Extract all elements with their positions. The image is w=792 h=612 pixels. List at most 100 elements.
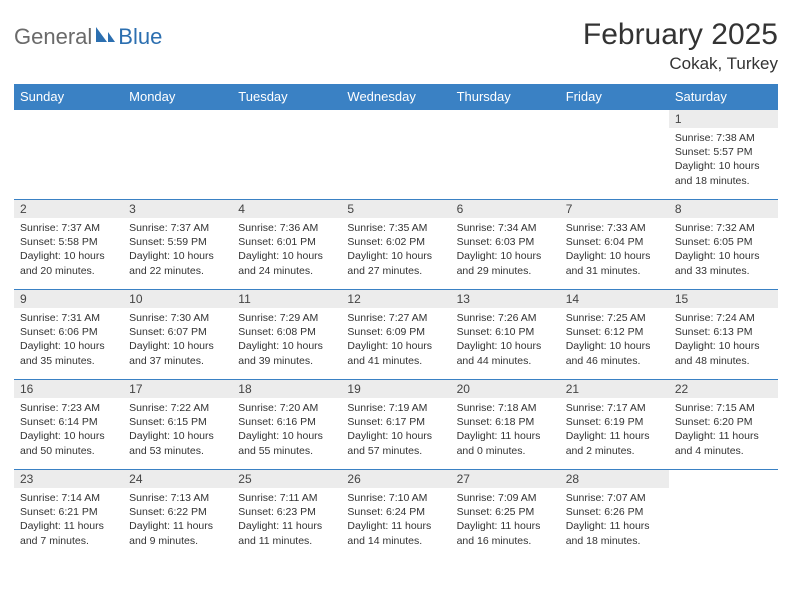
- daylight-text: Daylight: 10 hours and 57 minutes.: [347, 429, 444, 457]
- calendar-day-cell: 10Sunrise: 7:30 AMSunset: 6:07 PMDayligh…: [123, 290, 232, 380]
- sunset-text: Sunset: 6:04 PM: [566, 235, 663, 249]
- sunrise-text: Sunrise: 7:24 AM: [675, 311, 772, 325]
- day-number: 8: [669, 200, 778, 218]
- calendar-day-cell: 23Sunrise: 7:14 AMSunset: 6:21 PMDayligh…: [14, 470, 123, 560]
- weekday-header: Friday: [560, 84, 669, 110]
- sunrise-text: Sunrise: 7:31 AM: [20, 311, 117, 325]
- weekday-header: Wednesday: [341, 84, 450, 110]
- sunset-text: Sunset: 6:21 PM: [20, 505, 117, 519]
- daylight-text: Daylight: 10 hours and 20 minutes.: [20, 249, 117, 277]
- calendar-day-cell: [560, 110, 669, 200]
- sunset-text: Sunset: 6:15 PM: [129, 415, 226, 429]
- calendar-day-cell: 26Sunrise: 7:10 AMSunset: 6:24 PMDayligh…: [341, 470, 450, 560]
- calendar-week-row: 23Sunrise: 7:14 AMSunset: 6:21 PMDayligh…: [14, 470, 778, 560]
- calendar-day-cell: [341, 110, 450, 200]
- day-details: Sunrise: 7:35 AMSunset: 6:02 PMDaylight:…: [341, 218, 450, 282]
- day-details: Sunrise: 7:34 AMSunset: 6:03 PMDaylight:…: [451, 218, 560, 282]
- calendar-day-cell: 3Sunrise: 7:37 AMSunset: 5:59 PMDaylight…: [123, 200, 232, 290]
- sunrise-text: Sunrise: 7:32 AM: [675, 221, 772, 235]
- sunrise-text: Sunrise: 7:09 AM: [457, 491, 554, 505]
- day-details: Sunrise: 7:36 AMSunset: 6:01 PMDaylight:…: [232, 218, 341, 282]
- day-number: 25: [232, 470, 341, 488]
- sunset-text: Sunset: 6:10 PM: [457, 325, 554, 339]
- logo-text-general: General: [14, 24, 92, 50]
- daylight-text: Daylight: 11 hours and 9 minutes.: [129, 519, 226, 547]
- daylight-text: Daylight: 10 hours and 39 minutes.: [238, 339, 335, 367]
- sunset-text: Sunset: 6:09 PM: [347, 325, 444, 339]
- day-number: 11: [232, 290, 341, 308]
- sunrise-text: Sunrise: 7:27 AM: [347, 311, 444, 325]
- sunset-text: Sunset: 6:22 PM: [129, 505, 226, 519]
- day-details: Sunrise: 7:07 AMSunset: 6:26 PMDaylight:…: [560, 488, 669, 552]
- calendar-table: Sunday Monday Tuesday Wednesday Thursday…: [14, 84, 778, 560]
- sunset-text: Sunset: 5:58 PM: [20, 235, 117, 249]
- daylight-text: Daylight: 11 hours and 16 minutes.: [457, 519, 554, 547]
- day-details: Sunrise: 7:25 AMSunset: 6:12 PMDaylight:…: [560, 308, 669, 372]
- day-number: 6: [451, 200, 560, 218]
- calendar-day-cell: 6Sunrise: 7:34 AMSunset: 6:03 PMDaylight…: [451, 200, 560, 290]
- day-details: Sunrise: 7:14 AMSunset: 6:21 PMDaylight:…: [14, 488, 123, 552]
- daylight-text: Daylight: 10 hours and 18 minutes.: [675, 159, 772, 187]
- day-details: Sunrise: 7:32 AMSunset: 6:05 PMDaylight:…: [669, 218, 778, 282]
- calendar-day-cell: 4Sunrise: 7:36 AMSunset: 6:01 PMDaylight…: [232, 200, 341, 290]
- sunrise-text: Sunrise: 7:29 AM: [238, 311, 335, 325]
- weekday-header: Monday: [123, 84, 232, 110]
- day-number: 19: [341, 380, 450, 398]
- logo: General Blue: [14, 18, 162, 50]
- calendar-day-cell: 12Sunrise: 7:27 AMSunset: 6:09 PMDayligh…: [341, 290, 450, 380]
- calendar-day-cell: [123, 110, 232, 200]
- sunrise-text: Sunrise: 7:23 AM: [20, 401, 117, 415]
- daylight-text: Daylight: 11 hours and 14 minutes.: [347, 519, 444, 547]
- sunset-text: Sunset: 6:20 PM: [675, 415, 772, 429]
- location-label: Cokak, Turkey: [583, 54, 778, 74]
- day-details: Sunrise: 7:22 AMSunset: 6:15 PMDaylight:…: [123, 398, 232, 462]
- daylight-text: Daylight: 11 hours and 2 minutes.: [566, 429, 663, 457]
- day-details: Sunrise: 7:17 AMSunset: 6:19 PMDaylight:…: [560, 398, 669, 462]
- daylight-text: Daylight: 10 hours and 53 minutes.: [129, 429, 226, 457]
- day-number: 2: [14, 200, 123, 218]
- calendar-week-row: 16Sunrise: 7:23 AMSunset: 6:14 PMDayligh…: [14, 380, 778, 470]
- day-details: Sunrise: 7:29 AMSunset: 6:08 PMDaylight:…: [232, 308, 341, 372]
- daylight-text: Daylight: 10 hours and 22 minutes.: [129, 249, 226, 277]
- day-details: Sunrise: 7:37 AMSunset: 5:58 PMDaylight:…: [14, 218, 123, 282]
- day-details: Sunrise: 7:38 AMSunset: 5:57 PMDaylight:…: [669, 128, 778, 192]
- daylight-text: Daylight: 11 hours and 18 minutes.: [566, 519, 663, 547]
- daylight-text: Daylight: 10 hours and 48 minutes.: [675, 339, 772, 367]
- day-details: Sunrise: 7:10 AMSunset: 6:24 PMDaylight:…: [341, 488, 450, 552]
- calendar-day-cell: [232, 110, 341, 200]
- day-number: 26: [341, 470, 450, 488]
- day-details: Sunrise: 7:31 AMSunset: 6:06 PMDaylight:…: [14, 308, 123, 372]
- sunset-text: Sunset: 6:07 PM: [129, 325, 226, 339]
- day-details: Sunrise: 7:09 AMSunset: 6:25 PMDaylight:…: [451, 488, 560, 552]
- page-title: February 2025: [583, 18, 778, 52]
- calendar-day-cell: 13Sunrise: 7:26 AMSunset: 6:10 PMDayligh…: [451, 290, 560, 380]
- sunset-text: Sunset: 6:24 PM: [347, 505, 444, 519]
- day-details: Sunrise: 7:37 AMSunset: 5:59 PMDaylight:…: [123, 218, 232, 282]
- sunrise-text: Sunrise: 7:36 AM: [238, 221, 335, 235]
- calendar-day-cell: 8Sunrise: 7:32 AMSunset: 6:05 PMDaylight…: [669, 200, 778, 290]
- weekday-header: Saturday: [669, 84, 778, 110]
- header: General Blue February 2025 Cokak, Turkey: [14, 18, 778, 74]
- calendar-day-cell: 16Sunrise: 7:23 AMSunset: 6:14 PMDayligh…: [14, 380, 123, 470]
- calendar-day-cell: [14, 110, 123, 200]
- daylight-text: Daylight: 10 hours and 50 minutes.: [20, 429, 117, 457]
- sunset-text: Sunset: 6:12 PM: [566, 325, 663, 339]
- day-number: 20: [451, 380, 560, 398]
- sunset-text: Sunset: 6:01 PM: [238, 235, 335, 249]
- calendar-day-cell: [669, 470, 778, 560]
- calendar-day-cell: 9Sunrise: 7:31 AMSunset: 6:06 PMDaylight…: [14, 290, 123, 380]
- day-details: Sunrise: 7:24 AMSunset: 6:13 PMDaylight:…: [669, 308, 778, 372]
- calendar-day-cell: 11Sunrise: 7:29 AMSunset: 6:08 PMDayligh…: [232, 290, 341, 380]
- day-number: 13: [451, 290, 560, 308]
- day-number: 7: [560, 200, 669, 218]
- daylight-text: Daylight: 11 hours and 11 minutes.: [238, 519, 335, 547]
- sunset-text: Sunset: 6:02 PM: [347, 235, 444, 249]
- day-details: Sunrise: 7:26 AMSunset: 6:10 PMDaylight:…: [451, 308, 560, 372]
- day-number: 15: [669, 290, 778, 308]
- calendar-day-cell: 27Sunrise: 7:09 AMSunset: 6:25 PMDayligh…: [451, 470, 560, 560]
- calendar-day-cell: 17Sunrise: 7:22 AMSunset: 6:15 PMDayligh…: [123, 380, 232, 470]
- daylight-text: Daylight: 10 hours and 46 minutes.: [566, 339, 663, 367]
- sunset-text: Sunset: 6:23 PM: [238, 505, 335, 519]
- sunrise-text: Sunrise: 7:19 AM: [347, 401, 444, 415]
- day-details: Sunrise: 7:13 AMSunset: 6:22 PMDaylight:…: [123, 488, 232, 552]
